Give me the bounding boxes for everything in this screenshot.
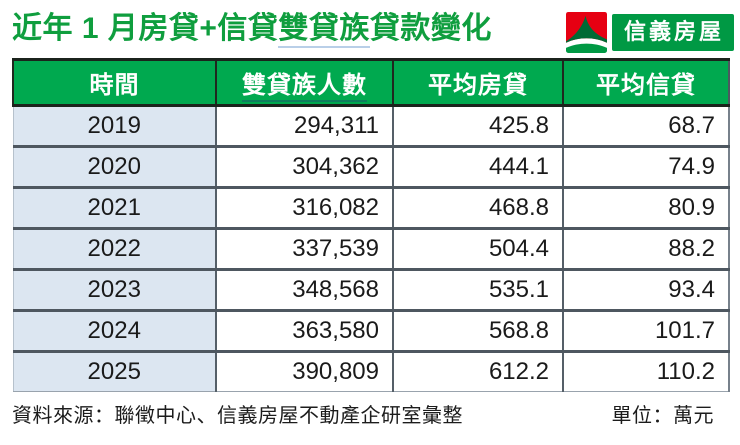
brand-name: 信義房屋 — [611, 14, 734, 51]
year-cell: 2019 — [12, 105, 216, 148]
table-row: 2022 337,539 504.4 88.2 — [12, 228, 730, 271]
value-cell: 93.4 — [562, 269, 730, 312]
value-cell: 468.8 — [392, 187, 563, 230]
table-row: 2024 363,580 568.8 101.7 — [12, 310, 730, 353]
value-cell: 504.4 — [392, 228, 563, 271]
value-cell: 68.7 — [562, 105, 730, 148]
loan-table: 時間 雙貸族人數 平均房貸 平均信貸 2019 294,311 425.8 68.7 2… — [12, 58, 730, 392]
value-cell: 390,809 — [215, 351, 393, 392]
title-underlined-segment: 雙貸族 — [278, 12, 370, 48]
table-row: 2020 304,362 444.1 74.9 — [12, 146, 730, 189]
col-header-time-label: 時間 — [89, 72, 140, 99]
table-row: 2023 348,568 535.1 93.4 — [12, 269, 730, 312]
year-cell: 2022 — [12, 228, 216, 271]
year-cell: 2025 — [12, 351, 216, 392]
table-header: 時間 雙貸族人數 平均房貸 平均信貸 — [12, 58, 730, 107]
col-header-borrowers: 雙貸族人數 — [215, 58, 393, 107]
value-cell: 425.8 — [392, 105, 563, 148]
page-title: 近年 1 月房貸+信貸雙貸族貸款變化 — [12, 10, 492, 48]
col-header-avg-mortgage: 平均房貸 — [392, 58, 563, 107]
table-row: 2021 316,082 468.8 80.9 — [12, 187, 730, 230]
value-cell: 316,082 — [215, 187, 393, 230]
value-cell: 337,539 — [215, 228, 393, 271]
value-cell: 304,362 — [215, 146, 393, 189]
table-body: 2019 294,311 425.8 68.7 2020 304,362 444.1 74.9… — [12, 105, 730, 392]
col-header-avg-credit-label: 平均信貸 — [596, 72, 696, 99]
value-cell: 568.8 — [392, 310, 563, 353]
header-bar: 近年 1 月房貸+信貸雙貸族貸款變化 信義房屋 — [0, 0, 740, 53]
footer: 資料來源：聯徵中心、信義房屋不動產企研室彙整 單位：萬元 — [12, 399, 714, 428]
value-cell: 363,580 — [215, 310, 393, 353]
value-cell: 294,311 — [215, 105, 393, 148]
title-pre: 近年 1 月房貸+信貸 — [12, 12, 279, 45]
year-cell: 2024 — [12, 310, 216, 353]
col-header-avg-credit: 平均信貸 — [562, 58, 730, 107]
value-cell: 110.2 — [562, 351, 730, 392]
year-cell: 2023 — [12, 269, 216, 312]
table-row: 2025 390,809 612.2 110.2 — [12, 351, 730, 392]
table-header-row: 時間 雙貸族人數 平均房貸 平均信貸 — [12, 58, 730, 107]
year-cell: 2020 — [12, 146, 216, 189]
title-post: 貸款變化 — [369, 12, 492, 45]
value-cell: 80.9 — [562, 187, 730, 230]
value-cell: 612.2 — [392, 351, 563, 392]
table-row: 2019 294,311 425.8 68.7 — [12, 105, 730, 148]
value-cell: 348,568 — [215, 269, 393, 312]
col-header-time: 時間 — [12, 58, 216, 107]
source-note: 資料來源：聯徵中心、信義房屋不動產企研室彙整 — [12, 405, 463, 427]
unit-note: 單位：萬元 — [611, 405, 714, 427]
value-cell: 88.2 — [562, 228, 730, 271]
value-cell: 535.1 — [392, 269, 563, 312]
sinyi-mountain-person-icon — [565, 12, 607, 53]
year-cell: 2021 — [12, 187, 216, 230]
col-header-avg-mortgage-label: 平均房貸 — [428, 72, 528, 99]
value-cell: 101.7 — [562, 310, 730, 353]
col-header-borrowers-label: 雙貸族人數 — [242, 72, 367, 102]
value-cell: 74.9 — [562, 146, 730, 189]
sinyi-logo: 信義房屋 — [565, 12, 734, 53]
value-cell: 444.1 — [392, 146, 563, 189]
